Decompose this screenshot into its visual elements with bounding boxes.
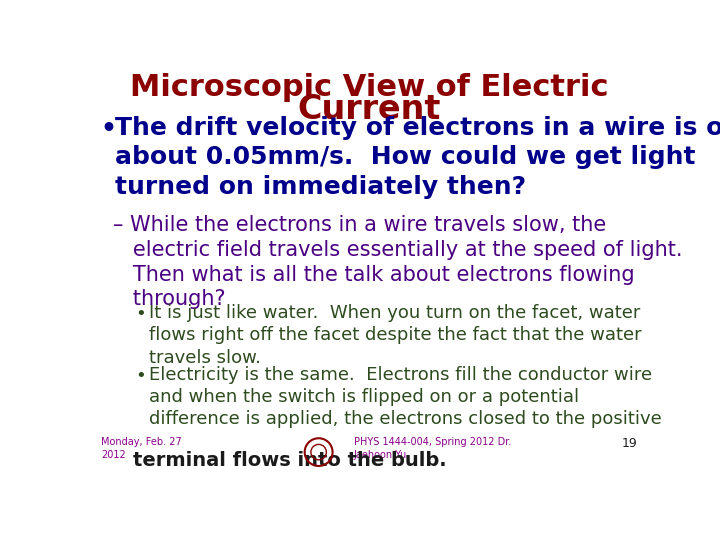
- Text: •: •: [101, 117, 117, 141]
- Text: Microscopic View of Electric: Microscopic View of Electric: [130, 72, 608, 102]
- Text: Current: Current: [297, 93, 441, 126]
- Text: 19: 19: [621, 437, 637, 450]
- Text: Monday, Feb. 27
2012: Monday, Feb. 27 2012: [101, 437, 181, 460]
- Text: •: •: [135, 305, 145, 323]
- Text: – While the electrons in a wire travels slow, the
   electric field travels esse: – While the electrons in a wire travels …: [113, 215, 683, 309]
- Text: PHYS 1444-004, Spring 2012 Dr.
Jaehoon Yu: PHYS 1444-004, Spring 2012 Dr. Jaehoon Y…: [354, 437, 511, 460]
- Text: Electricity is the same.  Electrons fill the conductor wire
and when the switch : Electricity is the same. Electrons fill …: [149, 366, 662, 428]
- Text: The drift velocity of electrons in a wire is only
about 0.05mm/s.  How could we : The drift velocity of electrons in a wir…: [114, 116, 720, 199]
- Text: terminal flows into the bulb.: terminal flows into the bulb.: [132, 451, 446, 470]
- Text: •: •: [135, 367, 145, 384]
- Text: It is just like water.  When you turn on the facet, water
flows right off the fa: It is just like water. When you turn on …: [149, 304, 642, 367]
